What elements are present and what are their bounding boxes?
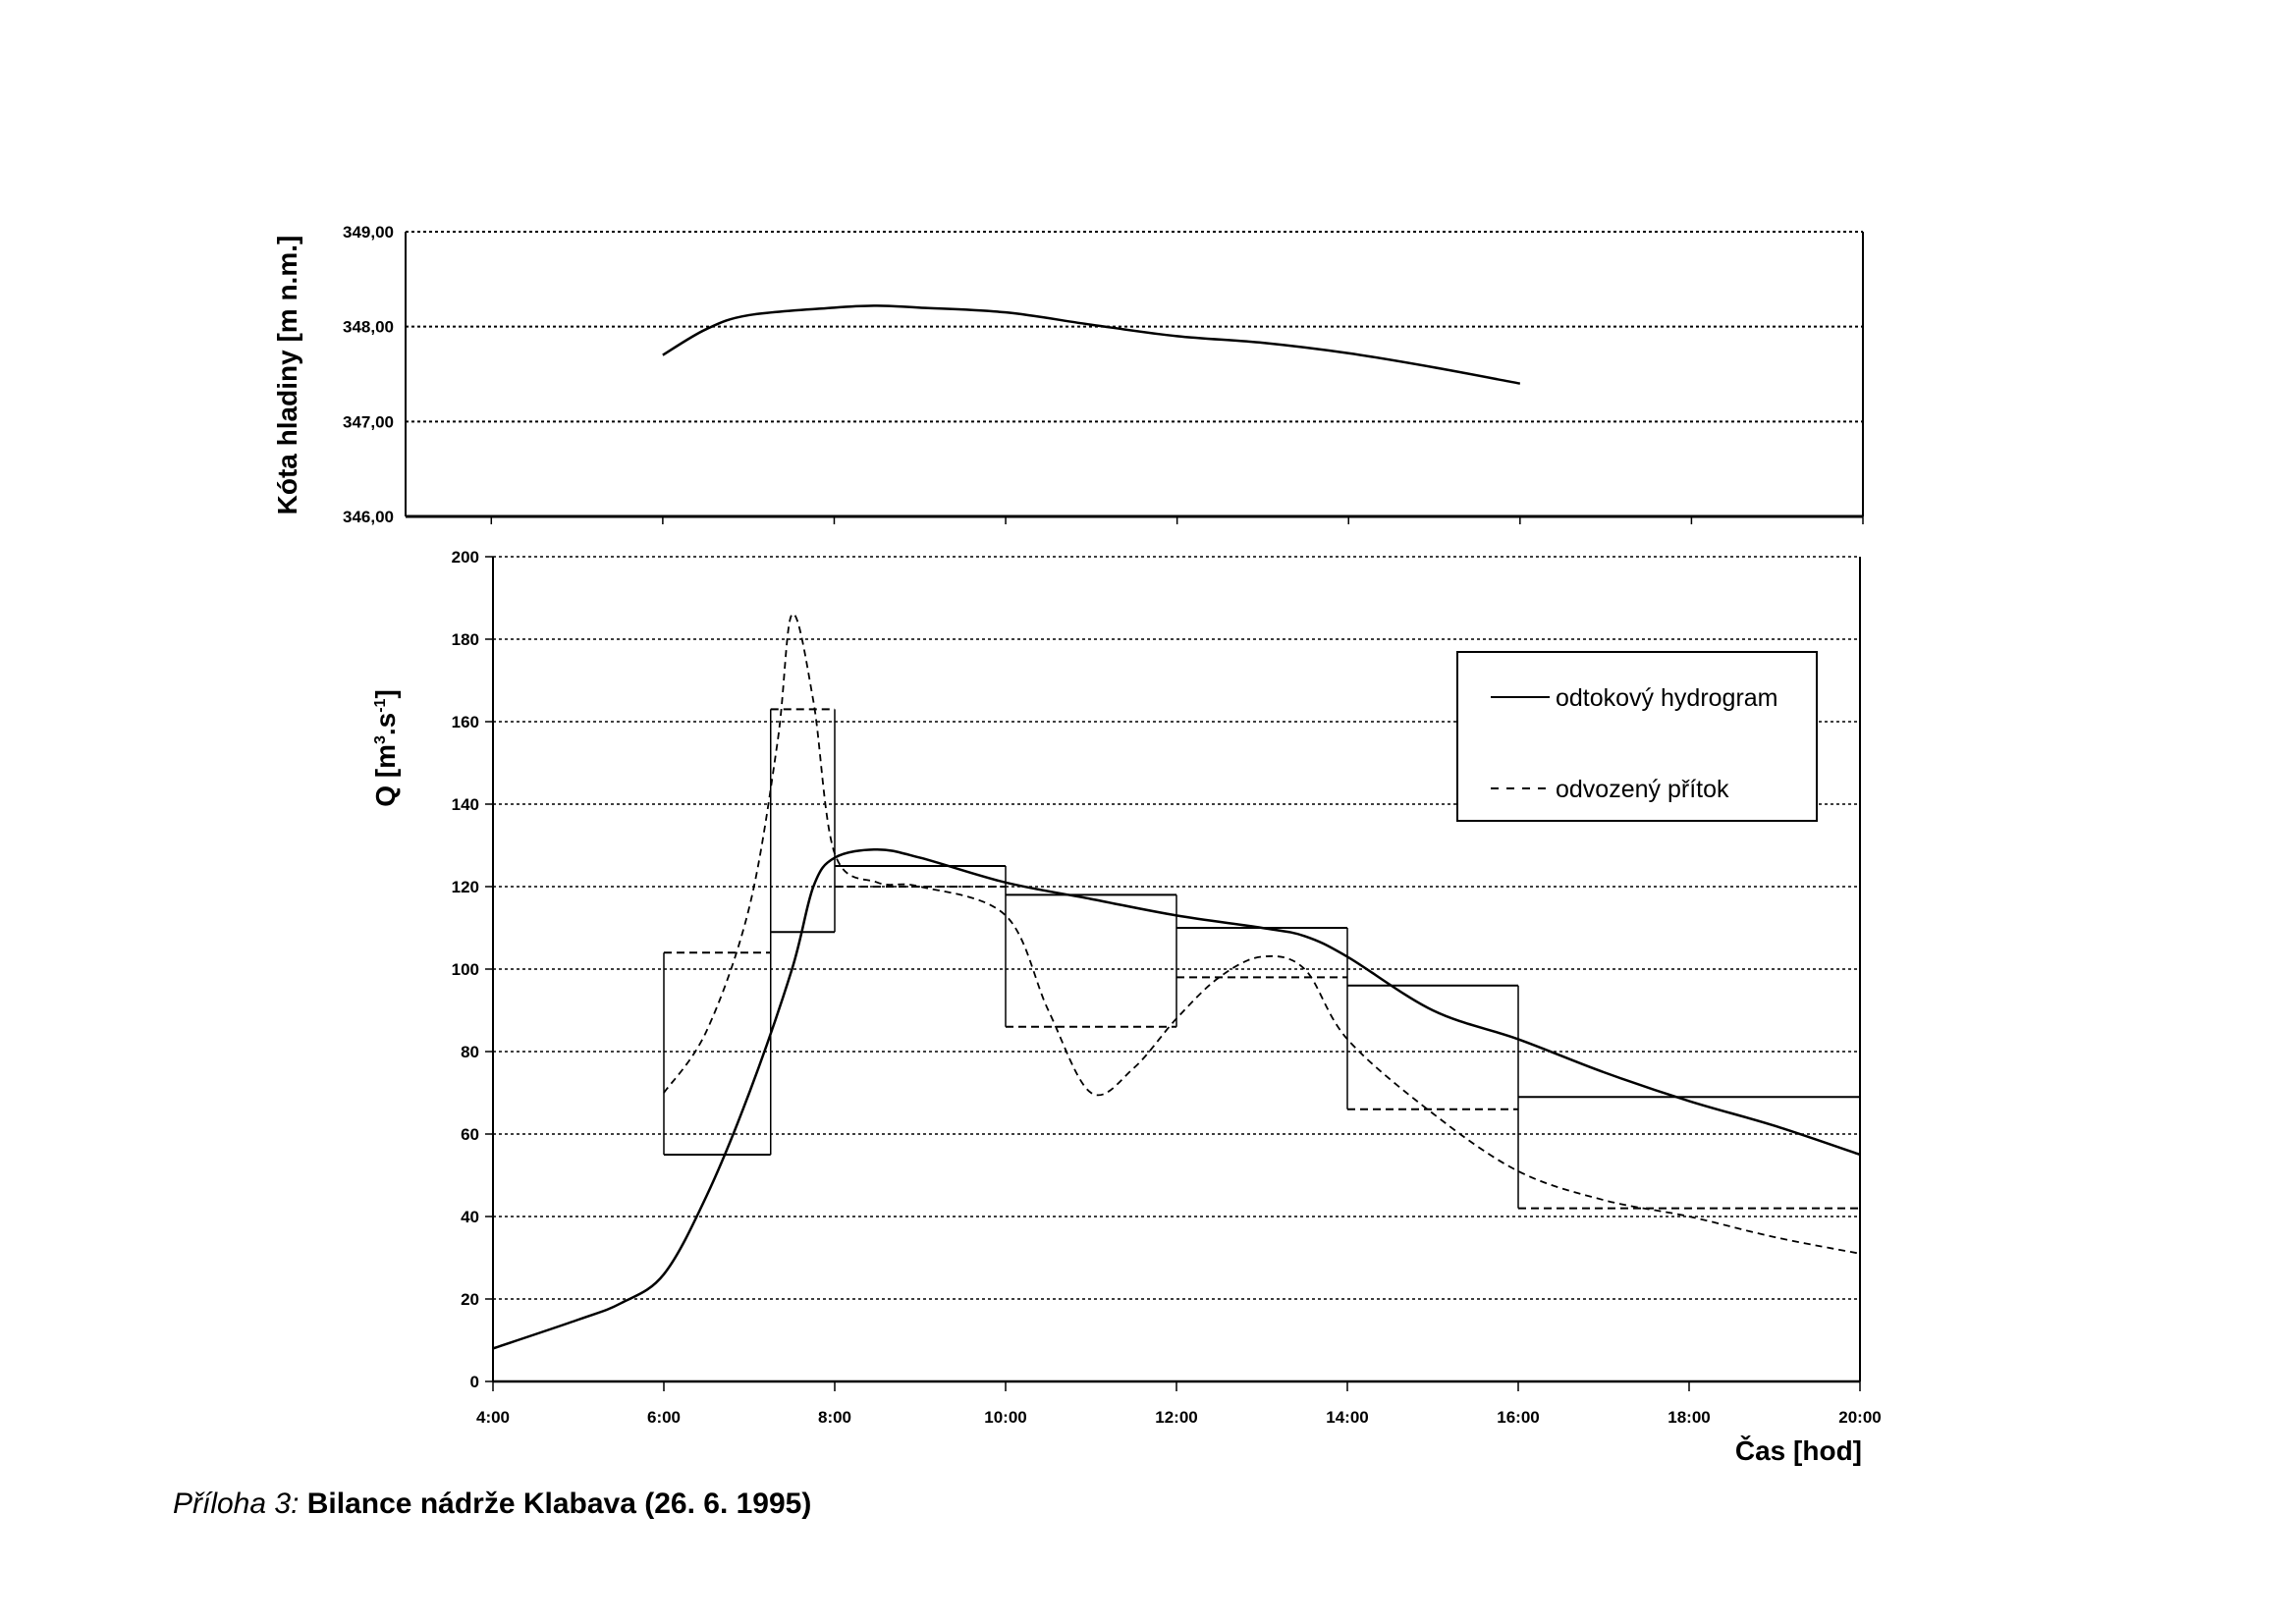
outflow-line <box>492 847 1861 1350</box>
inflow-line <box>663 613 1861 1255</box>
y-tick-label: 20 <box>461 1290 479 1309</box>
x-tick-label: 6:00 <box>647 1408 681 1427</box>
x-tick-label: 20:00 <box>1838 1408 1881 1427</box>
x-tick-label: 4:00 <box>476 1408 510 1427</box>
x-tick-label: 12:00 <box>1155 1408 1197 1427</box>
discharge-chart: 0 20 40 60 80 100 120 140 160 180 200 4:00 6:00 8:00 1… <box>452 548 1882 1427</box>
x-tick-label: 16:00 <box>1497 1408 1539 1427</box>
water-level-chart: 346,00 347,00 348,00 349,00 <box>343 223 1864 526</box>
y-tick-label: 40 <box>461 1208 479 1226</box>
y-tick-label: 140 <box>452 795 479 814</box>
y-tick-label: 180 <box>452 630 479 649</box>
y-tick-label: 346,00 <box>343 508 394 526</box>
legend: odtokový hydrogram odvozený přítok <box>1456 651 1818 822</box>
top-y-axis-label: Kóta hladiny [m n.m.] <box>272 236 302 515</box>
legend-inflow: odvozený přítok <box>1556 776 1729 803</box>
y-tick-label: 100 <box>452 960 479 979</box>
x-tick-label: 8:00 <box>818 1408 851 1427</box>
y-tick-label: 60 <box>461 1125 479 1144</box>
y-tick-label: 200 <box>452 548 479 567</box>
x-tick-label: 10:00 <box>984 1408 1026 1427</box>
y-tick-label: 348,00 <box>343 318 394 337</box>
legend-outflow: odtokový hydrogram <box>1556 684 1778 712</box>
x-tick-label: 14:00 <box>1326 1408 1368 1427</box>
y-tick-label: 347,00 <box>343 412 394 431</box>
y-tick-label: 349,00 <box>343 223 394 242</box>
caption-text: Bilance nádrže Klabava (26. 6. 1995) <box>306 1488 812 1520</box>
x-tick-label: 18:00 <box>1667 1408 1710 1427</box>
x-axis-label: Čas [hod] <box>1735 1434 1862 1466</box>
y-tick-label: 80 <box>461 1043 479 1061</box>
y-tick-label: 0 <box>470 1373 479 1391</box>
y-tick-label: 160 <box>452 713 479 731</box>
figure-caption: Příloha 3: Bilance nádrže Klabava (26. 6… <box>173 1488 811 1521</box>
water-level-line <box>662 304 1521 385</box>
bottom-y-axis-label: Q [m3.s-1] <box>370 689 401 807</box>
y-tick-label: 120 <box>452 878 479 896</box>
caption-prefix: Příloha 3: <box>173 1488 300 1520</box>
